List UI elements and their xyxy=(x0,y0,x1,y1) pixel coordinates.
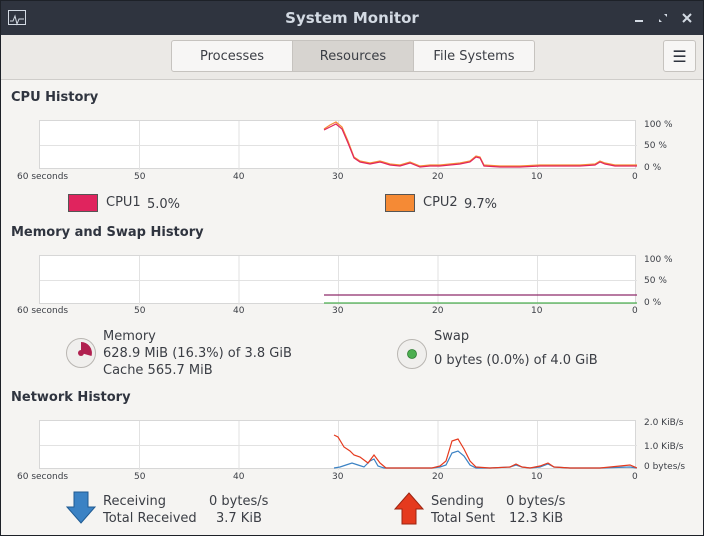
tab-file-systems[interactable]: File Systems xyxy=(414,40,535,72)
mem-x-tick-0: 0 xyxy=(632,306,638,316)
net-x-tick-10: 10 xyxy=(531,472,543,482)
maximize-icon[interactable] xyxy=(653,8,673,28)
network-history-title: Network History xyxy=(11,390,131,405)
network-history-graph xyxy=(39,420,637,470)
swap-pie-icon[interactable] xyxy=(397,339,427,369)
net-x-tick-30: 30 xyxy=(332,472,344,482)
cpu-history-title: CPU History xyxy=(11,90,99,105)
memory-pie-icon[interactable] xyxy=(66,338,96,368)
mem-y-tick-0: 0 % xyxy=(644,298,662,308)
cpu2-value: 9.7% xyxy=(464,197,498,212)
cpu2-label: CPU2 xyxy=(423,195,458,210)
sending-label: Sending xyxy=(431,494,484,509)
total-received-label: Total Received xyxy=(103,511,197,526)
cpu-x-tick-40: 40 xyxy=(233,172,245,182)
cpu-x-tick-20: 20 xyxy=(432,172,444,182)
receiving-arrow-icon[interactable] xyxy=(65,491,97,525)
cpu-x-tick-0: 0 xyxy=(632,172,638,182)
net-x-tick-60: 60 seconds xyxy=(17,472,69,482)
mem-x-tick-60: 60 seconds xyxy=(17,306,69,316)
cpu-x-tick-50: 50 xyxy=(134,172,146,182)
cpu-history-graph xyxy=(39,120,637,170)
mem-x-tick-10: 10 xyxy=(531,306,543,316)
tab-processes[interactable]: Processes xyxy=(171,40,293,72)
hamburger-icon: ☰ xyxy=(672,46,687,66)
mem-y-tick-50: 50 % xyxy=(644,276,667,286)
memory-history-graph xyxy=(39,255,637,305)
cpu-x-tick-10: 10 xyxy=(531,172,543,182)
sending-line xyxy=(333,434,637,469)
cpu-x-tick-60: 60 seconds xyxy=(17,172,69,182)
total-sent-value: 12.3 KiB xyxy=(509,511,564,526)
cpu-y-tick-100: 100 % xyxy=(644,120,673,130)
memory-label: Memory xyxy=(103,329,156,344)
memory-usage: 628.9 MiB (16.3%) of 3.8 GiB xyxy=(103,346,292,361)
swap-label: Swap xyxy=(434,329,470,344)
mem-y-tick-100: 100 % xyxy=(644,255,673,265)
tab-resources[interactable]: Resources xyxy=(293,40,414,72)
window-title: System Monitor xyxy=(285,9,419,27)
cpu-y-tick-50: 50 % xyxy=(644,141,667,151)
menu-button[interactable]: ☰ xyxy=(663,40,696,72)
titlebar: System Monitor xyxy=(1,1,703,35)
mem-x-tick-30: 30 xyxy=(332,306,344,316)
cpu1-value: 5.0% xyxy=(147,197,181,212)
memory-history-title: Memory and Swap History xyxy=(11,225,204,240)
headerbar: Processes Resources File Systems ☰ xyxy=(1,35,703,80)
close-icon[interactable] xyxy=(677,8,697,28)
receiving-line xyxy=(333,450,637,469)
minimize-icon[interactable] xyxy=(629,8,649,28)
memory-cache: Cache 565.7 MiB xyxy=(103,363,213,378)
net-x-tick-0: 0 xyxy=(632,472,638,482)
cpu1-label: CPU1 xyxy=(106,195,141,210)
total-sent-label: Total Sent xyxy=(431,511,496,526)
mem-x-tick-20: 20 xyxy=(432,306,444,316)
cpu1-line xyxy=(323,123,637,168)
cpu2-color-swatch[interactable] xyxy=(385,194,415,212)
view-switcher: Processes Resources File Systems xyxy=(171,40,535,72)
net-y-tick-2kib: 2.0 KiB/s xyxy=(644,418,684,428)
sending-arrow-icon[interactable] xyxy=(393,491,425,525)
receiving-value: 0 bytes/s xyxy=(209,494,269,509)
mem-x-tick-50: 50 xyxy=(134,306,146,316)
cpu-y-tick-0: 0 % xyxy=(644,163,662,173)
sending-value: 0 bytes/s xyxy=(506,494,566,509)
net-x-tick-20: 20 xyxy=(432,472,444,482)
total-received-value: 3.7 KiB xyxy=(216,511,262,526)
net-y-tick-0: 0 bytes/s xyxy=(644,462,686,472)
receiving-label: Receiving xyxy=(103,494,167,509)
system-monitor-app-icon xyxy=(8,10,26,26)
cpu1-color-swatch[interactable] xyxy=(68,194,98,212)
net-x-tick-50: 50 xyxy=(134,472,146,482)
cpu-x-tick-30: 30 xyxy=(332,172,344,182)
net-x-tick-40: 40 xyxy=(233,472,245,482)
mem-x-tick-40: 40 xyxy=(233,306,245,316)
swap-usage: 0 bytes (0.0%) of 4.0 GiB xyxy=(434,353,598,368)
net-y-tick-1kib: 1.0 KiB/s xyxy=(644,442,684,452)
